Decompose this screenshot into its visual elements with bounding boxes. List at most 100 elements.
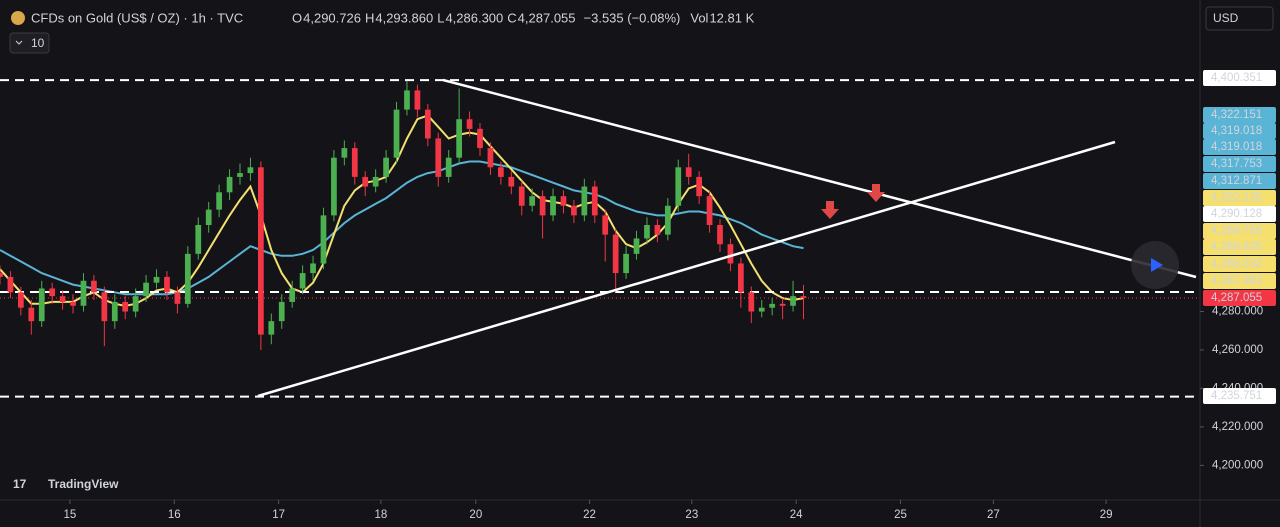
candle-body bbox=[195, 225, 202, 254]
candle-body bbox=[654, 225, 661, 235]
candle-body bbox=[59, 296, 66, 302]
candle-body bbox=[591, 186, 598, 216]
candle-body bbox=[602, 215, 609, 235]
x-tick-label: 27 bbox=[987, 509, 1000, 521]
candle-body bbox=[445, 157, 452, 177]
candle-body bbox=[696, 176, 702, 197]
time-axis bbox=[0, 500, 1200, 527]
candle-body bbox=[466, 119, 473, 129]
indicator-count: 10 bbox=[31, 36, 45, 50]
price-label-box bbox=[1203, 123, 1276, 139]
price-label: 4,319.018 bbox=[1211, 125, 1262, 137]
candle-body bbox=[800, 296, 807, 298]
legend-key: L bbox=[437, 10, 444, 25]
price-label-box bbox=[1203, 239, 1276, 255]
candle-body bbox=[706, 196, 713, 225]
watermark: TradingView bbox=[48, 477, 119, 491]
x-tick-label: 23 bbox=[685, 509, 698, 521]
candle-body bbox=[91, 280, 97, 293]
y-tick-label: 4,260.000 bbox=[1212, 344, 1263, 356]
legend-value: 4,290.726 bbox=[303, 10, 361, 25]
chevron bbox=[15, 40, 23, 45]
currency-button[interactable] bbox=[1205, 6, 1274, 31]
candle-body bbox=[320, 215, 327, 264]
logo-mark: 17 bbox=[13, 477, 27, 491]
price-label-box bbox=[1203, 206, 1276, 222]
candle-body bbox=[644, 225, 650, 239]
price-label-box bbox=[1203, 70, 1276, 86]
legend-key: H bbox=[365, 10, 374, 25]
legend-value: 4,286.300 bbox=[445, 10, 503, 25]
price-label-box bbox=[1203, 156, 1276, 172]
change: −3.535 (−0.08%) bbox=[584, 10, 681, 25]
candle-body bbox=[727, 244, 734, 264]
candle-body bbox=[414, 90, 421, 110]
candle-body bbox=[456, 119, 462, 158]
price-label: 4,292.135 bbox=[1211, 192, 1262, 204]
price-label: 4,400.351 bbox=[1211, 72, 1262, 84]
price-label-box bbox=[1203, 223, 1276, 239]
candle-body bbox=[237, 173, 243, 177]
candle-body bbox=[310, 263, 316, 274]
candle-body bbox=[581, 186, 588, 216]
candle-body bbox=[184, 253, 191, 304]
candle-body bbox=[143, 282, 149, 297]
candle-body bbox=[539, 196, 546, 216]
candle-body bbox=[435, 138, 442, 177]
candle-body bbox=[508, 176, 515, 187]
candle-body bbox=[0, 273, 3, 277]
candle-body bbox=[174, 292, 181, 304]
candle-body bbox=[258, 167, 264, 335]
indicator-toggle[interactable] bbox=[9, 32, 50, 54]
candle-body bbox=[268, 321, 275, 335]
x-tick-label: 29 bbox=[1100, 509, 1113, 521]
candle-body bbox=[299, 273, 306, 289]
candle-body bbox=[70, 301, 76, 306]
price-label: 4,317.753 bbox=[1211, 158, 1262, 170]
candle-body bbox=[675, 167, 682, 206]
x-tick-label: 18 bbox=[374, 509, 387, 521]
price-label-box bbox=[1203, 388, 1276, 404]
candle-body bbox=[560, 196, 567, 206]
candle-body bbox=[111, 301, 118, 322]
price-label: 4,235.751 bbox=[1211, 390, 1262, 402]
candle-body bbox=[164, 276, 170, 293]
price-label: 4,287.055 bbox=[1211, 292, 1262, 304]
price-label-box bbox=[1203, 139, 1276, 155]
x-tick-label: 17 bbox=[272, 509, 285, 521]
volume: 12.81 K bbox=[709, 10, 754, 25]
price-label: 4,288.332 bbox=[1211, 258, 1262, 270]
trend-line bbox=[257, 140, 1116, 398]
candle-body bbox=[779, 303, 786, 306]
x-tick-label: 25 bbox=[894, 509, 907, 521]
ohlc-legend: O 4,290.726 H 4,293.860 L 4,286.300 C 4,287.055… bbox=[292, 10, 755, 25]
candle-body bbox=[351, 148, 358, 177]
x-tick-label: 22 bbox=[583, 509, 596, 521]
y-tick-label: 4,280.000 bbox=[1212, 306, 1263, 318]
candle-body bbox=[685, 167, 692, 177]
candle-body bbox=[529, 196, 536, 206]
candle-body bbox=[717, 225, 723, 245]
legend-key: O bbox=[292, 10, 302, 25]
down-arrow bbox=[821, 201, 839, 219]
play-icon bbox=[1151, 258, 1163, 272]
price-label: 4,319.018 bbox=[1211, 141, 1262, 153]
plot-area bbox=[0, 79, 1200, 398]
candle-body bbox=[18, 292, 24, 308]
legend-value: 4,287.055 bbox=[518, 10, 576, 25]
candle-body bbox=[550, 196, 556, 216]
candle-body bbox=[404, 90, 410, 110]
price-label: 4,322.151 bbox=[1211, 109, 1262, 121]
candle-body bbox=[518, 186, 525, 206]
candle-body bbox=[331, 157, 337, 216]
x-tick-label: 16 bbox=[168, 509, 181, 521]
candle-body bbox=[278, 301, 285, 322]
candle-body bbox=[571, 205, 577, 216]
x-tick-label: 15 bbox=[64, 509, 77, 521]
candle-body bbox=[132, 296, 139, 312]
candle-body bbox=[664, 205, 671, 235]
candle-body bbox=[341, 148, 348, 158]
candle-body bbox=[362, 176, 369, 187]
candle-body bbox=[49, 288, 56, 297]
